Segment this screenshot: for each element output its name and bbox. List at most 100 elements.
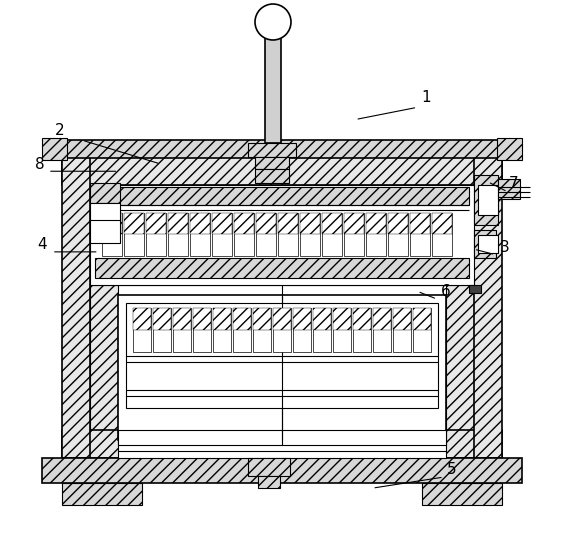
- Bar: [90, 185, 474, 285]
- Bar: [344, 213, 364, 234]
- Bar: [366, 213, 386, 256]
- Bar: [300, 213, 320, 256]
- Bar: [118, 285, 446, 445]
- Bar: [373, 308, 391, 352]
- Text: 1: 1: [421, 90, 431, 105]
- Bar: [234, 213, 254, 234]
- Bar: [90, 183, 120, 203]
- Bar: [393, 308, 411, 352]
- Bar: [373, 308, 391, 330]
- Bar: [168, 213, 188, 234]
- Bar: [212, 213, 232, 234]
- Bar: [353, 308, 371, 330]
- Bar: [469, 285, 481, 293]
- Bar: [293, 308, 311, 330]
- Bar: [190, 213, 210, 256]
- Bar: [265, 35, 281, 143]
- Bar: [133, 308, 151, 352]
- Bar: [102, 213, 122, 256]
- Bar: [95, 187, 469, 205]
- Bar: [388, 213, 408, 234]
- Text: 3: 3: [500, 240, 510, 255]
- Bar: [62, 157, 502, 185]
- Bar: [273, 308, 291, 352]
- Bar: [55, 140, 509, 158]
- Bar: [213, 308, 231, 352]
- Bar: [168, 213, 188, 256]
- Bar: [498, 179, 520, 199]
- Bar: [344, 213, 364, 256]
- Bar: [422, 483, 502, 505]
- Bar: [313, 308, 331, 352]
- Bar: [410, 213, 430, 234]
- Bar: [256, 213, 276, 256]
- Bar: [102, 213, 122, 234]
- Bar: [133, 308, 151, 330]
- Bar: [278, 213, 298, 256]
- Bar: [478, 185, 498, 215]
- Bar: [474, 230, 496, 258]
- Bar: [95, 258, 469, 278]
- Bar: [193, 308, 211, 352]
- Bar: [90, 185, 474, 460]
- Bar: [118, 295, 446, 440]
- Bar: [253, 308, 271, 330]
- Bar: [255, 157, 289, 169]
- Bar: [234, 213, 254, 256]
- Bar: [322, 213, 342, 234]
- Bar: [190, 213, 210, 234]
- Text: 5: 5: [446, 463, 456, 477]
- Bar: [366, 213, 386, 234]
- Bar: [258, 476, 280, 488]
- Bar: [388, 213, 408, 256]
- Bar: [212, 213, 232, 256]
- Bar: [253, 308, 271, 352]
- Bar: [333, 308, 351, 330]
- Bar: [256, 213, 276, 234]
- Bar: [248, 143, 296, 157]
- Bar: [62, 430, 502, 458]
- Bar: [90, 203, 120, 243]
- Bar: [62, 157, 90, 458]
- Bar: [273, 308, 291, 330]
- Bar: [410, 213, 430, 256]
- Bar: [153, 308, 171, 352]
- Bar: [255, 169, 289, 183]
- Bar: [300, 213, 320, 234]
- Bar: [353, 308, 371, 352]
- Bar: [124, 213, 144, 256]
- Bar: [313, 308, 331, 330]
- Bar: [118, 430, 446, 458]
- Bar: [173, 308, 191, 352]
- Text: 4: 4: [37, 237, 47, 252]
- Bar: [413, 308, 431, 352]
- Bar: [42, 138, 67, 160]
- Bar: [248, 458, 290, 476]
- Bar: [322, 213, 342, 256]
- Bar: [432, 213, 452, 234]
- Bar: [233, 308, 251, 352]
- Bar: [126, 303, 438, 408]
- Bar: [233, 308, 251, 330]
- Text: 6: 6: [440, 285, 451, 299]
- Bar: [293, 308, 311, 352]
- Bar: [153, 308, 171, 330]
- Bar: [474, 157, 502, 458]
- Bar: [393, 308, 411, 330]
- Bar: [478, 235, 498, 253]
- Bar: [497, 138, 522, 160]
- Bar: [333, 308, 351, 352]
- Bar: [278, 213, 298, 234]
- Bar: [146, 213, 166, 256]
- Bar: [42, 458, 522, 483]
- Bar: [474, 175, 498, 225]
- Bar: [124, 213, 144, 234]
- Text: 8: 8: [34, 157, 45, 171]
- Bar: [90, 285, 474, 445]
- Bar: [193, 308, 211, 330]
- Bar: [173, 308, 191, 330]
- Text: 7: 7: [508, 176, 518, 191]
- Circle shape: [255, 4, 291, 40]
- Bar: [413, 308, 431, 330]
- Bar: [146, 213, 166, 234]
